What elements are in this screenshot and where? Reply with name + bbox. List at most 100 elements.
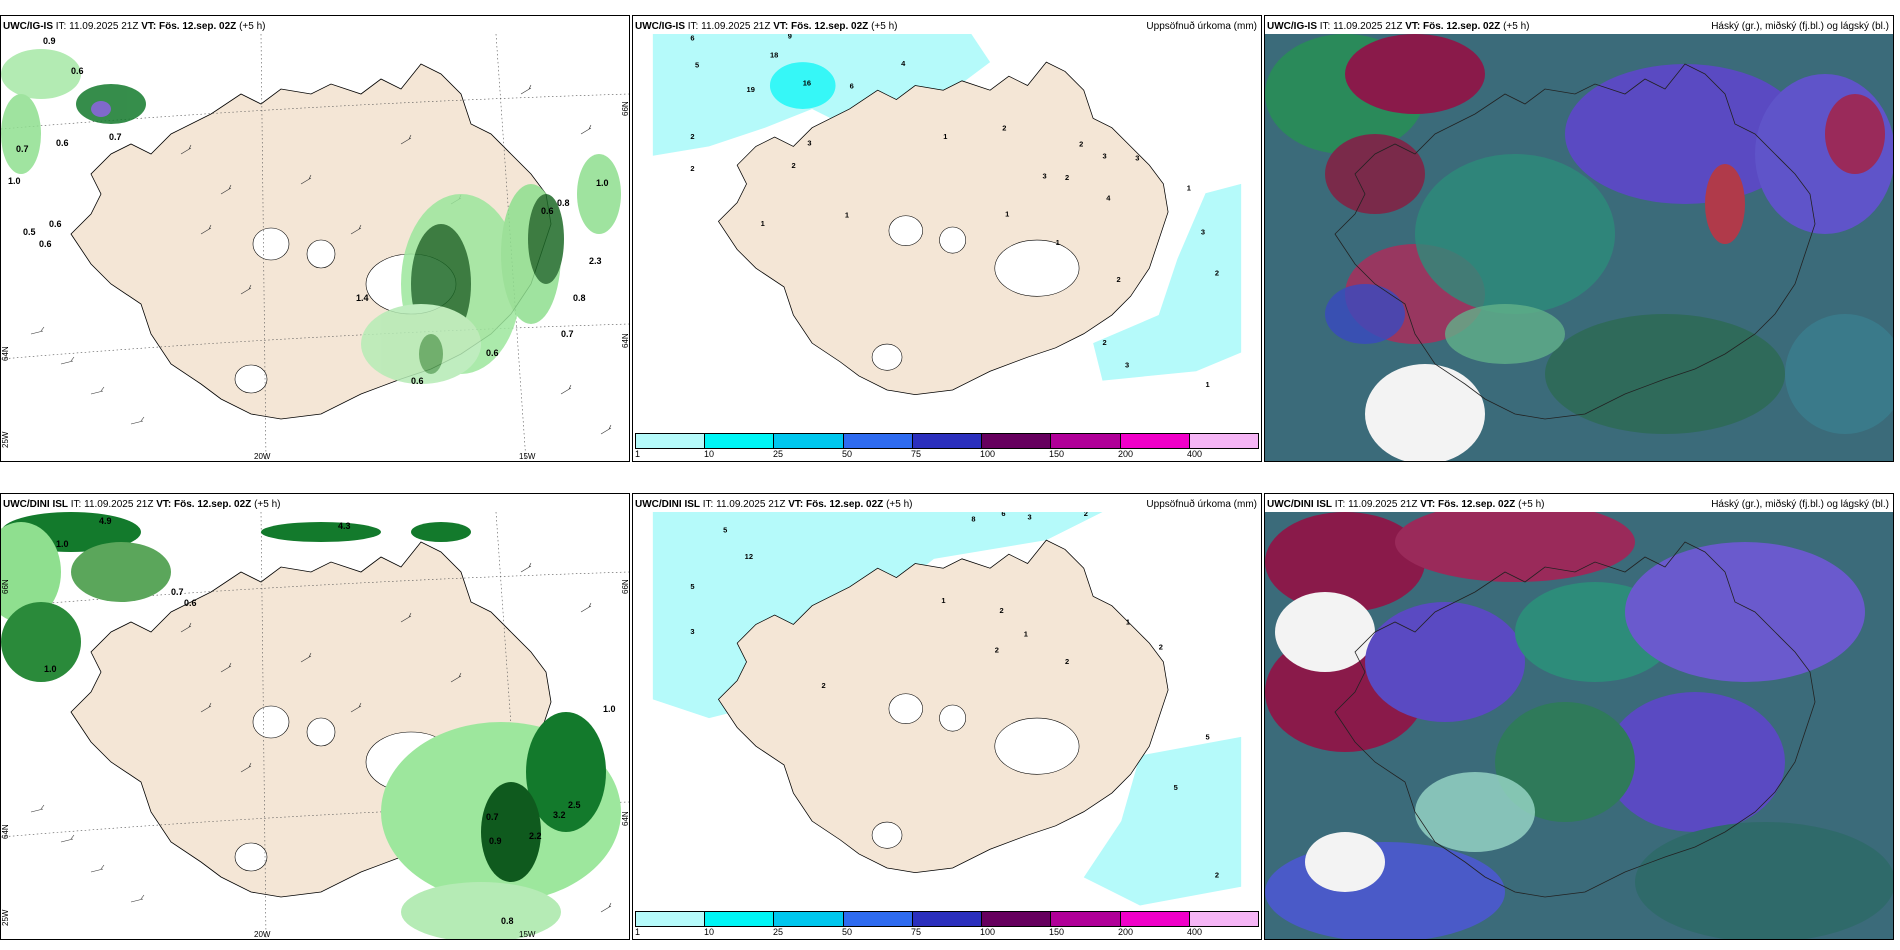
precip-label: 1 (761, 219, 765, 228)
panel-header: UWC/IG-IS IT: 11.09.2025 21Z VT: Fös. 12… (635, 21, 898, 32)
colorbar-tick: 50 (842, 927, 853, 937)
precip-label: 2 (1079, 139, 1083, 148)
wind-label: 2.2 (529, 831, 542, 841)
colorbar-tick: 200 (1118, 449, 1134, 459)
wind-label: 0.9 (43, 36, 56, 46)
wind-label: 0.7 (109, 132, 122, 142)
lat-label: 25W (1, 431, 10, 448)
wind-label: 0.5 (23, 227, 36, 237)
colorbar-swatch (774, 434, 844, 448)
map-panel-dini-precip: UWC/DINI ISL IT: 11.09.2025 21Z VT: Fös.… (632, 493, 1262, 940)
colorbar-tick: 10 (704, 927, 715, 937)
colorbar-tick: 400 (1187, 927, 1203, 937)
precip-label: 1 (845, 211, 849, 220)
panel-header: UWC/DINI ISL IT: 11.09.2025 21Z VT: Fös.… (1267, 499, 1545, 510)
colorbar-swatch (636, 434, 706, 448)
panel-title: Uppsöfnuð úrkoma (mm) (1146, 499, 1257, 510)
colorbar-swatch (1189, 912, 1258, 926)
colorbar-tick: 150 (1049, 927, 1065, 937)
wind-label: 1.0 (56, 539, 69, 549)
precip-label: 2 (995, 646, 999, 655)
precip-value-labels: 9 6 5 18 19 16 4 6 3 2 2 2 1 1 1 2 2 3 3… (690, 34, 1219, 389)
wind-value-labels: 4.9 1.0 0.7 0.6 1.0 1.0 4.3 0.7 0.9 2.2 … (44, 516, 616, 926)
colorbar-swatch (843, 912, 913, 926)
map-panel-ig-wind: UWC/IG-IS IT: 11.09.2025 21Z VT: Fös. 12… (0, 15, 630, 462)
precip-label: 3 (1043, 171, 1047, 180)
precip-label: 4 (901, 59, 906, 68)
precip-label: 1 (1126, 617, 1130, 626)
panel-header: UWC/IG-IS IT: 11.09.2025 21Z VT: Fös. 12… (3, 21, 266, 32)
precip-label: 3 (1125, 360, 1129, 369)
colorbar-swatch (705, 912, 775, 926)
precip-label: 16 (803, 79, 811, 88)
cloud-layers (1265, 512, 1893, 939)
wind-label: 0.6 (56, 138, 69, 148)
lon-label: 20W (254, 930, 271, 939)
wind-label: 0.7 (171, 587, 184, 597)
precip-label: 6 (690, 34, 694, 43)
wind-precip-map: 0.9 0.6 0.7 0.6 0.7 1.0 0.6 0.5 0.6 1.4 … (1, 34, 629, 461)
colorbar-swatch (912, 434, 983, 448)
colorbar-tick: 400 (1187, 449, 1203, 459)
wind-label: 1.4 (356, 293, 369, 303)
wind-label: 0.8 (557, 198, 570, 208)
colorbar-ticks: 1 10 25 50 75 100 150 200 400 (635, 927, 1259, 937)
wind-label: 4.3 (338, 521, 351, 531)
precip-label: 3 (1103, 152, 1107, 161)
wind-label: 0.8 (573, 293, 586, 303)
panel-header: UWC/DINI ISL IT: 11.09.2025 21Z VT: Fös.… (635, 499, 913, 510)
precip-label: 2 (1159, 643, 1163, 652)
wind-value-labels: 0.9 0.6 0.7 0.6 0.7 1.0 0.6 0.5 0.6 1.4 … (8, 36, 609, 386)
colorbar-swatch (843, 434, 913, 448)
colorbar-tick: 1 (635, 927, 641, 937)
map-panel-dini-wind: UWC/DINI ISL IT: 11.09.2025 21Z VT: Fös.… (0, 493, 630, 940)
precip-label: 2 (1103, 338, 1107, 347)
lon-label: 20W (254, 452, 271, 461)
wind-label: 0.6 (39, 239, 52, 249)
precip-label: 1 (941, 596, 945, 605)
precip-label: 2 (1065, 173, 1069, 182)
map-panel-ig-clouds: UWC/IG-IS IT: 11.09.2025 21Z VT: Fös. 12… (1264, 15, 1894, 462)
lat-label: 64N (621, 811, 630, 826)
green-precip-areas (1, 512, 621, 939)
accumulated-precip-map: 5 8 6 3 2 5 12 3 2 1 2 2 1 2 1 2 5 5 2 (652, 512, 1242, 906)
colorbar-tick: 10 (704, 449, 715, 459)
precip-label: 1 (1024, 630, 1028, 639)
precip-label: 9 (788, 34, 792, 41)
colorbar-swatches (635, 911, 1259, 927)
colorbar-tick: 50 (842, 449, 853, 459)
precip-label: 5 (695, 61, 699, 70)
precip-label: 3 (1201, 227, 1205, 236)
colorbar-tick: 150 (1049, 449, 1065, 459)
precip-label: 1 (1056, 238, 1060, 247)
precip-label: 2 (1065, 657, 1069, 666)
colorbar-ticks: 1 10 25 50 75 100 150 200 400 (635, 449, 1259, 459)
colorbar-tick: 100 (980, 449, 996, 459)
lat-label: 64N (621, 333, 630, 348)
colorbar-swatch (982, 434, 1052, 448)
precip-label: 19 (747, 85, 755, 94)
precip-label: 2 (1002, 123, 1006, 132)
colorbar-swatches (635, 433, 1259, 449)
wind-label: 0.6 (71, 66, 84, 76)
precip-label: 5 (690, 582, 694, 591)
precip-label: 5 (1206, 733, 1210, 742)
precip-label: 3 (1028, 512, 1032, 521)
precip-label: 2 (1117, 275, 1121, 284)
lat-label: 64N (1, 824, 10, 839)
precip-colorbar: 1 10 25 50 75 100 150 200 400 (635, 433, 1259, 459)
wind-label: 1.0 (603, 704, 616, 714)
colorbar-swatch (636, 912, 706, 926)
lon-label: 15W (519, 930, 536, 939)
precip-colorbar: 1 10 25 50 75 100 150 200 400 (635, 911, 1259, 937)
wind-label: 1.0 (8, 176, 21, 186)
precip-label: 1 (1187, 183, 1191, 192)
colorbar-tick: 100 (980, 927, 996, 937)
precip-label: 5 (1174, 783, 1178, 792)
wind-label: 2.5 (568, 800, 581, 810)
precip-label: 2 (1084, 512, 1088, 518)
colorbar-tick: 25 (773, 449, 784, 459)
panel-title: Háský (gr.), miðský (fj.bl.) og lágský (… (1711, 21, 1889, 32)
wind-label: 0.7 (561, 329, 574, 339)
colorbar-swatch (1189, 434, 1258, 448)
